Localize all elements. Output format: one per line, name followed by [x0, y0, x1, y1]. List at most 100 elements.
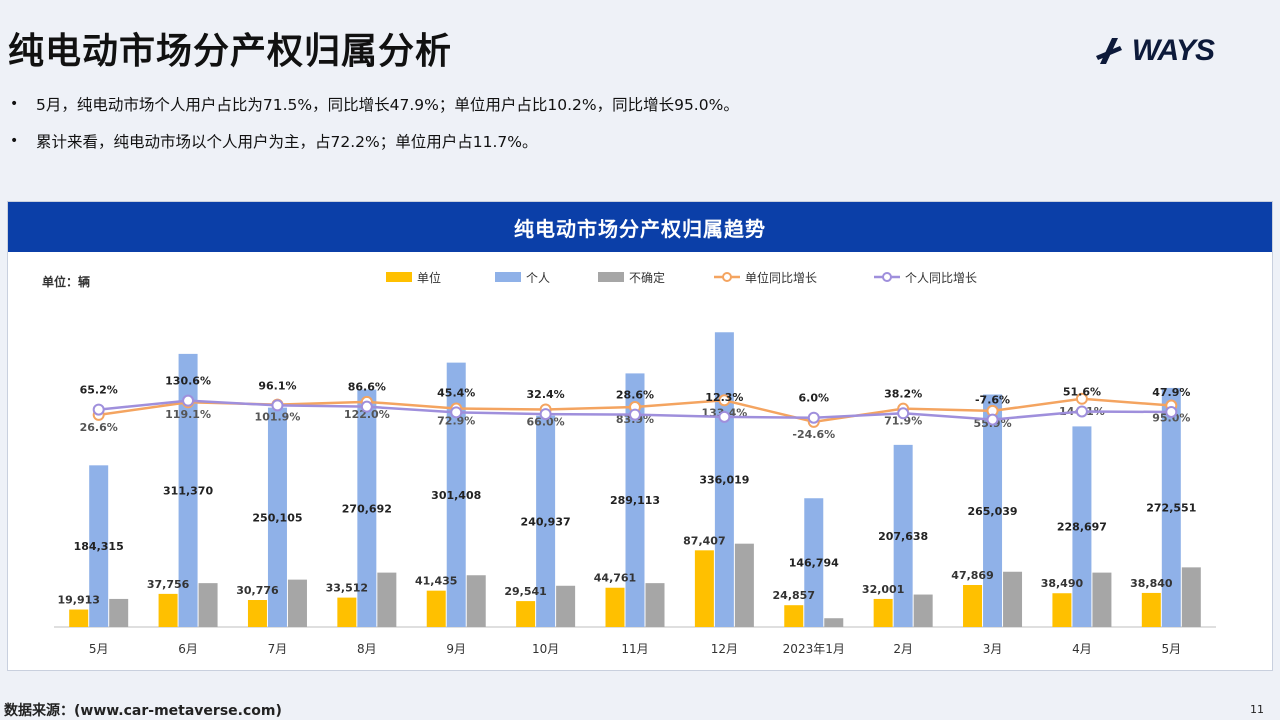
- x-tick-label: 5月: [1161, 642, 1181, 656]
- line-data-label: -24.6%: [792, 428, 835, 441]
- bar-0-7: [694, 550, 714, 627]
- bar-data-label: 29,541: [504, 585, 546, 598]
- bar-2-2: [287, 579, 307, 627]
- line-data-label: 119.1%: [165, 408, 211, 421]
- ways-logo: WAYS: [1094, 34, 1215, 68]
- bar-1-7: [714, 332, 734, 627]
- bar-0-2: [247, 600, 267, 627]
- bullet-item: • 累计来看，纯电动市场以个人用户为主，占72.2%；单位用户占11.7%。: [10, 130, 739, 152]
- bar-1-2: [267, 407, 287, 627]
- bullet-dot-icon: •: [10, 133, 19, 149]
- bar-data-label: 38,490: [1041, 577, 1084, 590]
- line-data-label: 66.0%: [527, 415, 565, 428]
- bar-1-8: [804, 498, 824, 627]
- legend-marker-3: [722, 272, 732, 282]
- bar-1-11: [1072, 426, 1092, 627]
- bar-1-0: [89, 465, 109, 627]
- x-tick-label: 4月: [1072, 642, 1092, 656]
- bar-0-11: [1052, 593, 1072, 627]
- line-data-label: -7.6%: [975, 394, 1010, 407]
- bar-2-8: [824, 618, 844, 627]
- bar-2-3: [377, 572, 397, 627]
- line-point-1: [807, 411, 820, 424]
- line-data-label: 96.1%: [258, 379, 296, 392]
- page-number: 11: [1250, 703, 1264, 716]
- bar-2-0: [109, 598, 129, 627]
- bar-1-10: [983, 394, 1003, 627]
- bar-data-label: 44,761: [594, 572, 636, 585]
- bullet-dot-icon: •: [10, 96, 19, 112]
- bar-2-10: [1003, 571, 1023, 627]
- bar-2-6: [645, 583, 665, 627]
- legend-label-4: 个人同比增长: [905, 271, 977, 285]
- bar-data-label: 37,756: [147, 578, 190, 591]
- ways-logo-icon: [1095, 38, 1122, 64]
- bar-data-label: 311,370: [163, 484, 213, 497]
- chart-card: 纯电动市场分产权归属趋势 单位：辆 单位 个人 不确定 单位同比增长 个人同比增长 5月 6月…: [7, 201, 1273, 671]
- bar-1-12: [1161, 387, 1181, 627]
- x-tick-label: 12月: [711, 642, 738, 656]
- bar-1-3: [357, 389, 377, 627]
- bar-data-label: 19,913: [57, 594, 99, 607]
- x-tick-label: 10月: [532, 642, 559, 656]
- line-data-label: 130.6%: [165, 375, 211, 388]
- line-data-label: 38.2%: [884, 387, 922, 400]
- line-point-1: [1075, 405, 1088, 418]
- x-tick-label: 8月: [357, 642, 377, 656]
- x-tick-label: 5月: [89, 642, 109, 656]
- line-point-1: [629, 408, 641, 421]
- line-data-label: 51.6%: [1063, 385, 1101, 398]
- bullet-text: 5月，纯电动市场个人用户占比为71.5%，同比增长47.9%；单位用户占比10.…: [36, 96, 739, 114]
- bar-0-1: [158, 593, 178, 627]
- bullet-text: 累计来看，纯电动市场以个人用户为主，占72.2%；单位用户占11.7%。: [36, 133, 538, 151]
- bar-2-5: [556, 585, 576, 627]
- bar-data-label: 228,697: [1057, 521, 1107, 534]
- line-data-label: 6.0%: [799, 392, 830, 405]
- bar-2-11: [1092, 572, 1112, 627]
- bar-data-label: 336,019: [699, 474, 749, 487]
- bar-data-label: 24,857: [773, 589, 815, 602]
- legend-label-1: 个人: [526, 271, 550, 285]
- line-point-1: [450, 406, 463, 419]
- bar-data-label: 47,869: [951, 569, 993, 582]
- legend-swatch-1: [495, 272, 521, 282]
- line-data-label: 122.0%: [344, 408, 390, 421]
- line-point-1: [360, 400, 373, 413]
- bar-data-label: 33,512: [326, 582, 368, 595]
- x-tick-label: 6月: [178, 642, 198, 656]
- line-point-1: [1165, 405, 1178, 418]
- x-tick-label: 2023年1月: [783, 642, 845, 656]
- bar-data-label: 30,776: [236, 584, 279, 597]
- line-data-label: 28.6%: [616, 389, 654, 402]
- bar-data-label: 272,551: [1146, 501, 1196, 514]
- bar-data-label: 146,794: [789, 557, 839, 570]
- logo-text: WAYS: [1131, 34, 1215, 67]
- bar-data-label: 38,840: [1130, 577, 1173, 590]
- bar-1-6: [625, 373, 645, 627]
- bullet-item: • 5月，纯电动市场个人用户占比为71.5%，同比增长47.9%；单位用户占比1…: [10, 93, 739, 115]
- bar-0-10: [963, 585, 983, 627]
- bar-data-label: 301,408: [431, 489, 481, 502]
- line-data-label: 65.2%: [80, 384, 118, 397]
- bar-data-label: 265,039: [967, 505, 1017, 518]
- line-point-1: [718, 410, 731, 423]
- line-point-1: [92, 403, 105, 416]
- line-point-1: [539, 408, 552, 421]
- x-tick-label: 9月: [446, 642, 466, 656]
- bar-0-12: [1141, 592, 1161, 627]
- bar-0-4: [426, 590, 446, 627]
- x-tick-label: 2月: [893, 642, 913, 656]
- x-tick-label: 11月: [621, 642, 648, 656]
- bar-data-label: 207,638: [878, 530, 928, 543]
- line-point-1: [271, 399, 284, 412]
- bar-2-1: [198, 583, 218, 627]
- line-data-label: 12.3%: [705, 391, 743, 404]
- page-title: 纯电动市场分产权归属分析: [8, 31, 453, 72]
- bar-1-4: [446, 362, 466, 627]
- line-data-label: 95.0%: [1152, 412, 1190, 425]
- line-point-0: [718, 394, 731, 407]
- line-data-label: 45.4%: [437, 386, 475, 399]
- line-point-1: [897, 407, 910, 420]
- legend-label-2: 不确定: [629, 270, 665, 285]
- bar-data-label: 270,692: [342, 502, 392, 515]
